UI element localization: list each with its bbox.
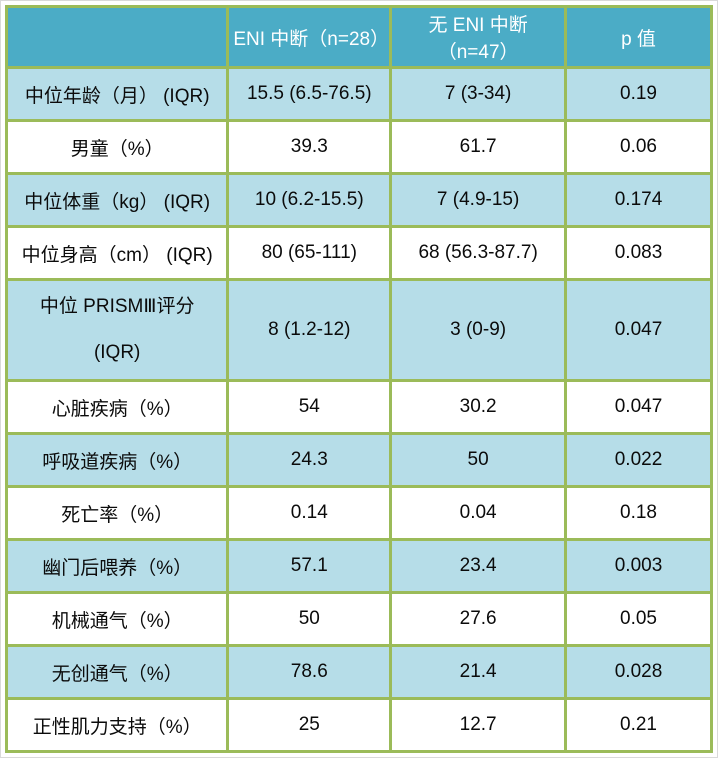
header-p-value: p 值	[564, 5, 713, 69]
eni-value-cell: 8 (1.2-12)	[226, 278, 393, 382]
p-value-cell: 0.022	[564, 432, 713, 488]
p-value-cell: 0.05	[564, 591, 713, 647]
no-eni-value-cell: 3 (0-9)	[389, 278, 568, 382]
row-label-cell: 正性肌力支持（%）	[4, 697, 230, 753]
table-row: 中位身高（cm） (IQR) 80 (65-111) 68 (56.3-87.7) 0…	[4, 225, 713, 281]
no-eni-value-cell: 0.04	[389, 485, 568, 541]
row-label-cell: 心脏疾病（%）	[4, 379, 230, 435]
table-row: 机械通气（%） 50 27.6 0.05	[4, 591, 713, 647]
header-eni-interruption: ENI 中断（n=28）	[226, 5, 393, 69]
row-label-cell: 男童（%）	[4, 119, 230, 175]
no-eni-value-cell: 7 (4.9-15)	[389, 172, 568, 228]
eni-value-cell: 80 (65-111)	[226, 225, 393, 281]
p-value-cell: 0.083	[564, 225, 713, 281]
row-label-cell: 中位体重（kg） (IQR)	[4, 172, 230, 228]
table-body: 中位年龄（月） (IQR) 15.5 (6.5-76.5) 7 (3-34) 0.19…	[4, 66, 713, 753]
table-row: 呼吸道疾病（%） 24.3 50 0.022	[4, 432, 713, 488]
p-value-cell: 0.028	[564, 644, 713, 700]
no-eni-value-cell: 68 (56.3-87.7)	[389, 225, 568, 281]
p-value-cell: 0.047	[564, 379, 713, 435]
row-label-cell: 幽门后喂养（%）	[4, 538, 230, 594]
table-row: 死亡率（%） 0.14 0.04 0.18	[4, 485, 713, 541]
p-value-cell: 0.003	[564, 538, 713, 594]
eni-value-cell: 15.5 (6.5-76.5)	[226, 66, 393, 122]
no-eni-value-cell: 61.7	[389, 119, 568, 175]
eni-value-cell: 78.6	[226, 644, 393, 700]
table-row: 中位 PRISMⅢ评分 (IQR) 8 (1.2-12) 3 (0-9) 0.047	[4, 278, 713, 382]
p-value-cell: 0.18	[564, 485, 713, 541]
no-eni-value-cell: 23.4	[389, 538, 568, 594]
table-row: 正性肌力支持（%） 25 12.7 0.21	[4, 697, 713, 753]
p-value-cell: 0.19	[564, 66, 713, 122]
row-label-cell: 中位 PRISMⅢ评分 (IQR)	[4, 278, 230, 382]
table-row: 幽门后喂养（%） 57.1 23.4 0.003	[4, 538, 713, 594]
no-eni-value-cell: 7 (3-34)	[389, 66, 568, 122]
table-row: 中位体重（kg） (IQR) 10 (6.2-15.5) 7 (4.9-15) 0.1…	[4, 172, 713, 228]
p-value-cell: 0.21	[564, 697, 713, 753]
table-row: 男童（%） 39.3 61.7 0.06	[4, 119, 713, 175]
eni-value-cell: 54	[226, 379, 393, 435]
eni-value-cell: 24.3	[226, 432, 393, 488]
table-row: 无创通气（%） 78.6 21.4 0.028	[4, 644, 713, 700]
eni-value-cell: 25	[226, 697, 393, 753]
header-empty-cell	[4, 5, 230, 69]
eni-value-cell: 57.1	[226, 538, 393, 594]
eni-value-cell: 10 (6.2-15.5)	[226, 172, 393, 228]
no-eni-value-cell: 30.2	[389, 379, 568, 435]
eni-value-cell: 50	[226, 591, 393, 647]
header-row: ENI 中断（n=28） 无 ENI 中断（n=47） p 值	[4, 5, 713, 69]
row-label-cell: 无创通气（%）	[4, 644, 230, 700]
p-value-cell: 0.047	[564, 278, 713, 382]
table-row: 心脏疾病（%） 54 30.2 0.047	[4, 379, 713, 435]
header-no-eni-interruption: 无 ENI 中断（n=47）	[389, 5, 568, 69]
row-label-cell: 中位身高（cm） (IQR)	[4, 225, 230, 281]
eni-value-cell: 39.3	[226, 119, 393, 175]
no-eni-value-cell: 12.7	[389, 697, 568, 753]
no-eni-value-cell: 50	[389, 432, 568, 488]
row-label-cell: 呼吸道疾病（%）	[4, 432, 230, 488]
p-value-cell: 0.06	[564, 119, 713, 175]
row-label-cell: 机械通气（%）	[4, 591, 230, 647]
p-value-cell: 0.174	[564, 172, 713, 228]
table-row: 中位年龄（月） (IQR) 15.5 (6.5-76.5) 7 (3-34) 0.19	[4, 66, 713, 122]
row-label-cell: 中位年龄（月） (IQR)	[4, 66, 230, 122]
no-eni-value-cell: 21.4	[389, 644, 568, 700]
row-label-cell: 死亡率（%）	[4, 485, 230, 541]
eni-value-cell: 0.14	[226, 485, 393, 541]
no-eni-value-cell: 27.6	[389, 591, 568, 647]
clinical-characteristics-table: ENI 中断（n=28） 无 ENI 中断（n=47） p 值 中位年龄（月） …	[4, 5, 713, 753]
